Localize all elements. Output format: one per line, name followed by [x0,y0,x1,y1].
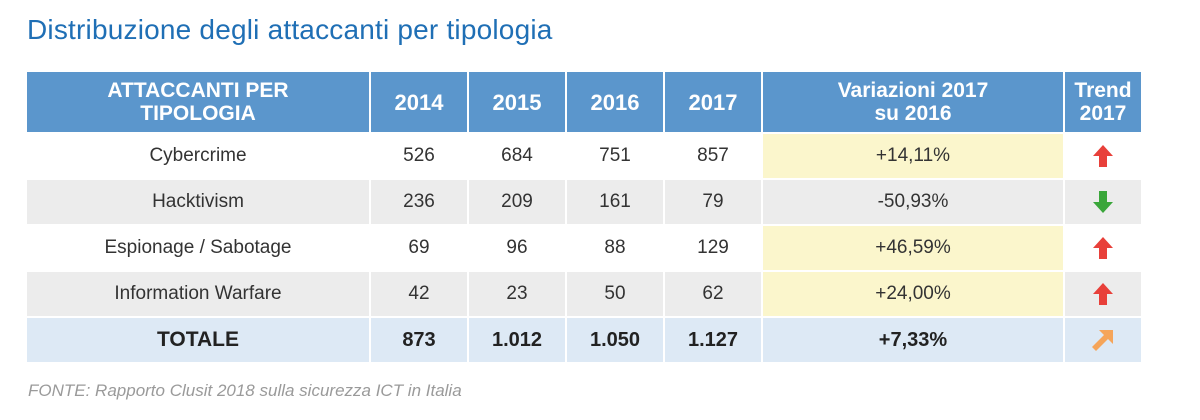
value-2015: 209 [469,180,567,226]
value-2015: 96 [469,226,567,272]
total-2016: 1.050 [567,318,665,364]
table-row-total: TOTALE 873 1.012 1.050 1.127 +7,33% [27,318,1141,364]
header-category-line-1: ATTACCANTI PER [107,79,289,102]
value-2014: 236 [371,180,469,226]
header-variation-line-1: Variazioni 2017 [837,79,989,102]
trend-cell [1065,134,1141,180]
value-2014: 526 [371,134,469,180]
row-label: Cybercrime [27,134,371,180]
source-note: FONTE: Rapporto Clusit 2018 sulla sicure… [28,381,462,400]
value-2017: 857 [665,134,763,180]
value-2014: 69 [371,226,469,272]
trend-cell [1065,226,1141,272]
header-year-2015: 2015 [469,72,567,134]
value-2014: 42 [371,272,469,318]
header-trend: Trend 2017 [1065,72,1141,134]
value-2017: 79 [665,180,763,226]
arrow-down-icon [1093,191,1113,213]
value-2016: 88 [567,226,665,272]
value-2016: 161 [567,180,665,226]
trend-cell [1065,272,1141,318]
trend-cell [1065,180,1141,226]
value-2016: 50 [567,272,665,318]
header-row: ATTACCANTI PER TIPOLOGIA 2014 2015 2016 … [27,72,1141,134]
table-row-cybercrime: Cybercrime 526 684 751 857 +14,11% [27,134,1141,180]
variation-cell: +24,00% [763,272,1065,318]
total-label: TOTALE [27,318,371,364]
value-2017: 62 [665,272,763,318]
table-row-information-warfare: Information Warfare 42 23 50 62 +24,00% [27,272,1141,318]
attackers-table: ATTACCANTI PER TIPOLOGIA 2014 2015 2016 … [27,72,1141,364]
page-title: Distribuzione degli attaccanti per tipol… [27,14,553,45]
arrow-up-icon [1093,145,1113,167]
header-year-2016: 2016 [567,72,665,134]
total-2015: 1.012 [469,318,567,364]
header-category: ATTACCANTI PER TIPOLOGIA [27,72,371,134]
table-row-hacktivism: Hacktivism 236 209 161 79 -50,93% [27,180,1141,226]
header-category-line-2: TIPOLOGIA [140,102,256,125]
total-variation: +7,33% [763,318,1065,364]
total-2014: 873 [371,318,469,364]
arrow-up-icon [1093,283,1113,305]
arrow-up-right-icon [1092,330,1113,351]
row-label: Espionage / Sabotage [27,226,371,272]
value-2017: 129 [665,226,763,272]
value-2016: 751 [567,134,665,180]
header-trend-line-2: 2017 [1079,102,1127,125]
value-2015: 23 [469,272,567,318]
header-variation-line-2: su 2016 [874,102,952,125]
total-2017: 1.127 [665,318,763,364]
variation-cell: -50,93% [763,180,1065,226]
header-year-2017: 2017 [665,72,763,134]
table-row-espionage-sabotage: Espionage / Sabotage 69 96 88 129 +46,59… [27,226,1141,272]
header-trend-line-1: Trend [1074,79,1132,102]
value-2015: 684 [469,134,567,180]
header-variation: Variazioni 2017 su 2016 [763,72,1065,134]
row-label: Hacktivism [27,180,371,226]
variation-cell: +14,11% [763,134,1065,180]
arrow-up-icon [1093,237,1113,259]
row-label: Information Warfare [27,272,371,318]
trend-cell [1065,318,1141,364]
variation-cell: +46,59% [763,226,1065,272]
header-year-2014: 2014 [371,72,469,134]
